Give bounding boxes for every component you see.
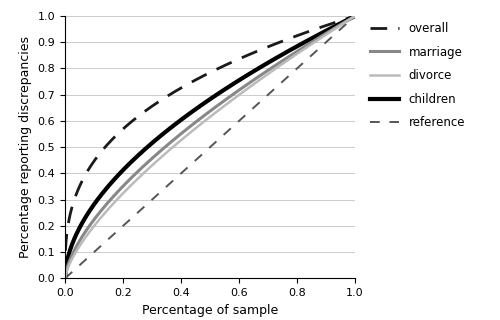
X-axis label: Percentage of sample: Percentage of sample: [142, 304, 278, 317]
Y-axis label: Percentage reporting discrepancies: Percentage reporting discrepancies: [19, 36, 32, 258]
Legend: overall, marriage, divorce, children, reference: overall, marriage, divorce, children, re…: [370, 22, 465, 129]
